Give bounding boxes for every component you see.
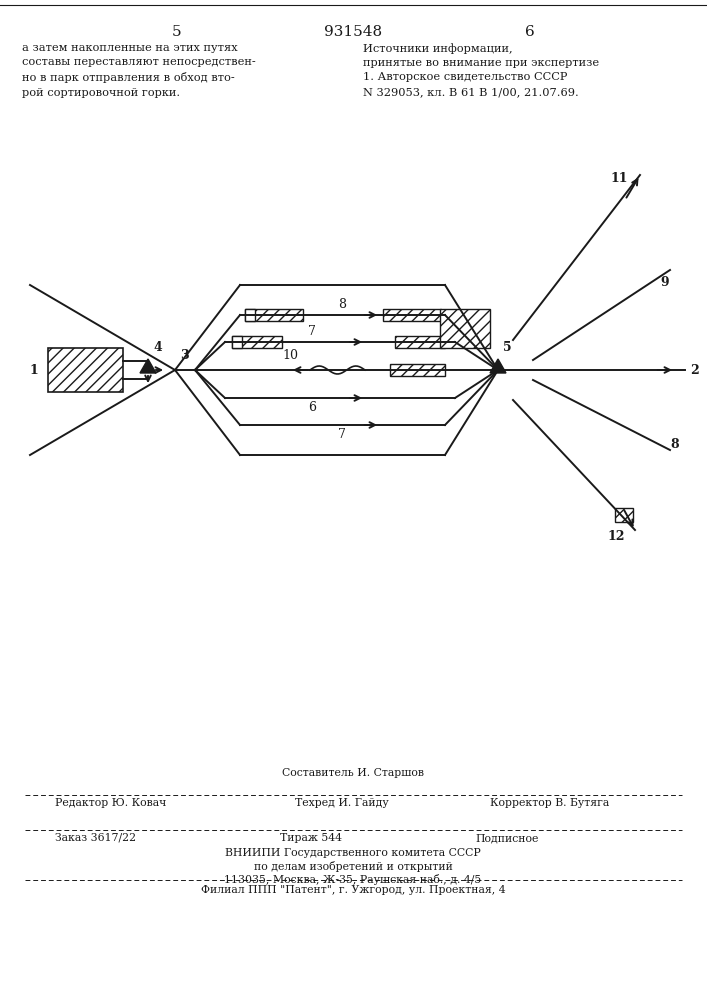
Text: 5: 5 <box>503 341 512 354</box>
Bar <box>440 309 490 348</box>
Text: Составитель И. Старшов: Составитель И. Старшов <box>282 768 424 778</box>
Text: Корректор В. Бутяга: Корректор В. Бутяга <box>490 798 609 808</box>
Text: 2: 2 <box>690 363 699 376</box>
Text: 5: 5 <box>173 25 182 39</box>
Bar <box>48 348 123 392</box>
Text: 8: 8 <box>338 298 346 311</box>
Text: 7: 7 <box>338 428 346 441</box>
Text: 6: 6 <box>525 25 535 39</box>
Text: 12: 12 <box>607 530 625 543</box>
Text: 6: 6 <box>308 401 316 414</box>
Text: 1: 1 <box>29 363 38 376</box>
Text: 931548: 931548 <box>324 25 382 39</box>
Polygon shape <box>140 359 156 373</box>
Text: принятые во внимание при экспертизе
1. Авторское свидетельство СССР
N 329053, кл: принятые во внимание при экспертизе 1. А… <box>363 58 599 97</box>
Bar <box>395 336 445 348</box>
Text: 7: 7 <box>308 325 316 338</box>
Text: 8: 8 <box>670 438 679 452</box>
Bar <box>245 309 255 321</box>
Text: Заказ 3617/22: Заказ 3617/22 <box>55 833 136 843</box>
Bar <box>390 364 445 376</box>
Text: 113035, Москва, Ж-35, Раушская наб., д. 4/5: 113035, Москва, Ж-35, Раушская наб., д. … <box>224 874 481 885</box>
Text: Подписное: Подписное <box>475 833 538 843</box>
Text: Редактор Ю. Ковач: Редактор Ю. Ковач <box>55 798 166 808</box>
Bar <box>383 309 441 321</box>
Text: 3: 3 <box>180 349 189 362</box>
Text: по делам изобретений и открытий: по делам изобретений и открытий <box>254 861 452 872</box>
Text: а затем накопленные на этих путях
составы переставляют непосредствен-
но в парк : а затем накопленные на этих путях состав… <box>22 43 256 98</box>
Bar <box>232 336 242 348</box>
Polygon shape <box>490 359 506 373</box>
Text: Техред И. Гайду: Техред И. Гайду <box>295 798 389 808</box>
Text: ВНИИПИ Государственного комитета СССР: ВНИИПИ Государственного комитета СССР <box>225 848 481 858</box>
Bar <box>615 508 633 522</box>
Text: Тираж 544: Тираж 544 <box>280 833 342 843</box>
Text: 11: 11 <box>611 172 628 185</box>
Text: Источники информации,: Источники информации, <box>363 43 513 54</box>
Text: 10: 10 <box>282 349 298 362</box>
Bar <box>232 336 282 348</box>
Text: 4: 4 <box>153 341 162 354</box>
Bar <box>245 309 303 321</box>
Text: 9: 9 <box>660 275 669 288</box>
Text: Филиал ППП "Патент", г. Ужгород, ул. Проектная, 4: Филиал ППП "Патент", г. Ужгород, ул. Про… <box>201 885 506 895</box>
